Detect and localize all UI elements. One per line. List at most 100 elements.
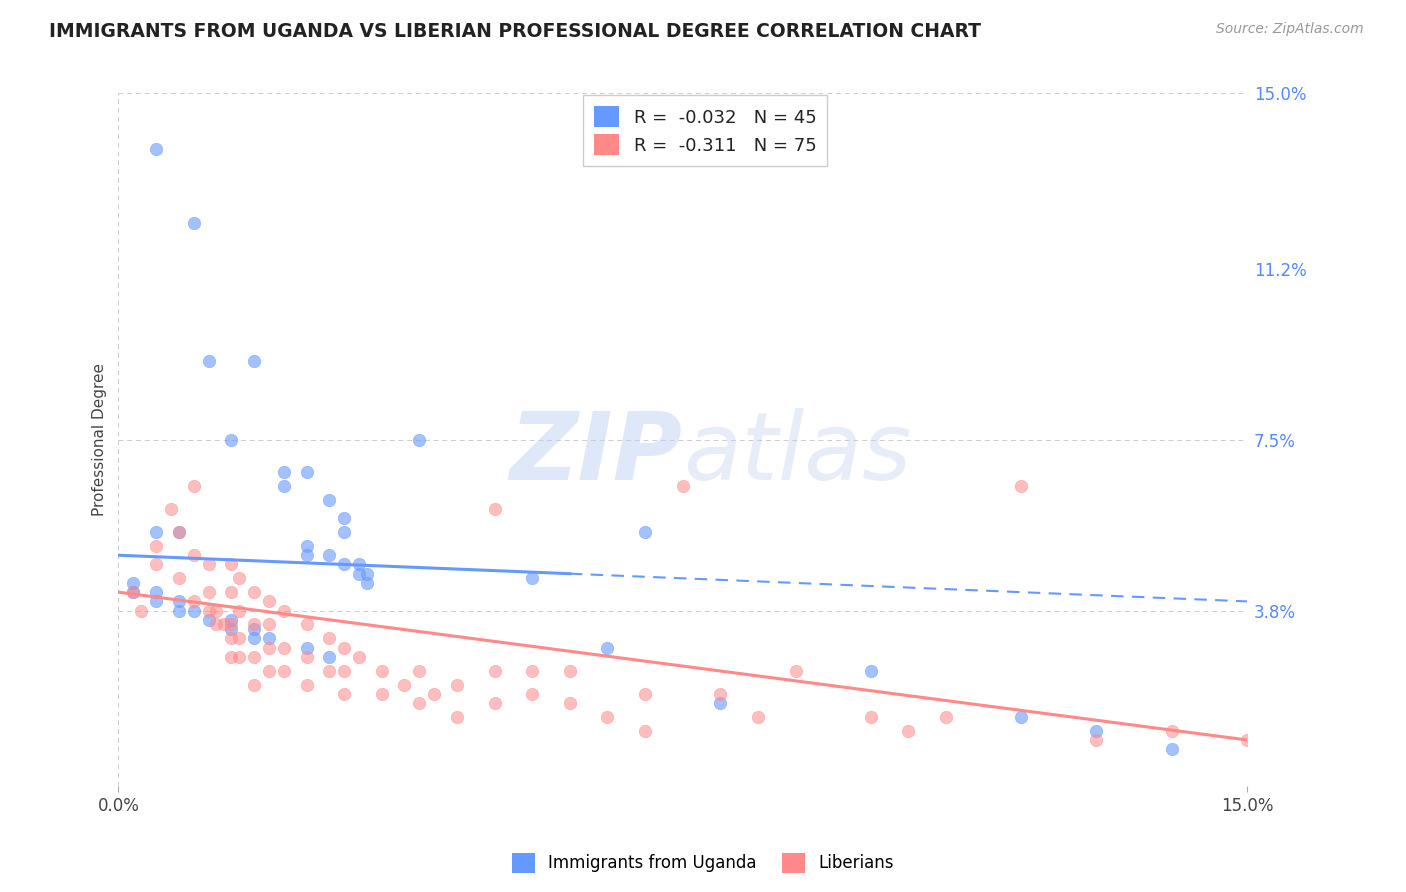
Point <box>318 492 340 507</box>
Point <box>122 576 145 591</box>
Point <box>257 664 280 678</box>
Point <box>446 710 468 724</box>
Point <box>167 594 190 608</box>
Point <box>167 571 190 585</box>
Point <box>295 465 318 479</box>
Point <box>333 558 356 572</box>
Point <box>183 216 205 230</box>
Point <box>243 622 266 636</box>
Point <box>129 604 152 618</box>
Point <box>145 142 167 156</box>
Point <box>243 632 266 646</box>
Point <box>160 502 183 516</box>
Point <box>183 594 205 608</box>
Point <box>243 677 266 691</box>
Point <box>318 632 340 646</box>
Text: Source: ZipAtlas.com: Source: ZipAtlas.com <box>1216 22 1364 37</box>
Point <box>183 604 205 618</box>
Point <box>243 354 266 368</box>
Point <box>1160 723 1182 738</box>
Point <box>145 558 167 572</box>
Text: atlas: atlas <box>683 409 911 500</box>
Point <box>295 677 318 691</box>
Point <box>145 525 167 540</box>
Point <box>356 566 378 581</box>
Point <box>333 664 356 678</box>
Point <box>347 649 370 664</box>
Point <box>446 677 468 691</box>
Point <box>558 696 581 710</box>
Point <box>318 664 340 678</box>
Point <box>197 613 219 627</box>
Point <box>318 548 340 562</box>
Point <box>221 649 243 664</box>
Point <box>408 433 430 447</box>
Point <box>205 604 228 618</box>
Point <box>228 632 250 646</box>
Point <box>333 525 356 540</box>
Point <box>423 687 446 701</box>
Point <box>257 617 280 632</box>
Point <box>295 539 318 553</box>
Point <box>1010 479 1032 493</box>
Point <box>295 649 318 664</box>
Point <box>221 433 243 447</box>
Point <box>356 576 378 591</box>
Point <box>1085 733 1108 747</box>
Point <box>197 604 219 618</box>
Point <box>484 502 506 516</box>
Point <box>228 649 250 664</box>
Point <box>1236 733 1258 747</box>
Point <box>634 723 657 738</box>
Point <box>558 664 581 678</box>
Point <box>243 617 266 632</box>
Point <box>522 571 544 585</box>
Point <box>257 632 280 646</box>
Point <box>167 525 190 540</box>
Point <box>484 696 506 710</box>
Y-axis label: Professional Degree: Professional Degree <box>93 363 107 516</box>
Point <box>596 640 619 655</box>
Point <box>596 710 619 724</box>
Point <box>484 664 506 678</box>
Point <box>785 664 807 678</box>
Point <box>333 687 356 701</box>
Point <box>634 687 657 701</box>
Point <box>318 649 340 664</box>
Point <box>295 617 318 632</box>
Point <box>295 548 318 562</box>
Point <box>273 664 295 678</box>
Point <box>273 465 295 479</box>
Point <box>408 696 430 710</box>
Point <box>197 558 219 572</box>
Point <box>1085 723 1108 738</box>
Point <box>228 571 250 585</box>
Legend: R =  -0.032   N = 45, R =  -0.311   N = 75: R = -0.032 N = 45, R = -0.311 N = 75 <box>583 95 827 166</box>
Point <box>371 687 394 701</box>
Point <box>273 604 295 618</box>
Point <box>1160 742 1182 756</box>
Point <box>145 539 167 553</box>
Point <box>672 479 695 493</box>
Point <box>183 548 205 562</box>
Point <box>935 710 957 724</box>
Point <box>221 585 243 599</box>
Point <box>221 617 243 632</box>
Point <box>122 585 145 599</box>
Point <box>897 723 920 738</box>
Point <box>859 664 882 678</box>
Point <box>228 604 250 618</box>
Point <box>273 640 295 655</box>
Point <box>221 613 243 627</box>
Point <box>257 640 280 655</box>
Point <box>347 558 370 572</box>
Point <box>859 710 882 724</box>
Text: IMMIGRANTS FROM UGANDA VS LIBERIAN PROFESSIONAL DEGREE CORRELATION CHART: IMMIGRANTS FROM UGANDA VS LIBERIAN PROFE… <box>49 22 981 41</box>
Point <box>197 585 219 599</box>
Text: ZIP: ZIP <box>510 408 683 500</box>
Point <box>1010 710 1032 724</box>
Point <box>333 511 356 525</box>
Point <box>167 604 190 618</box>
Point <box>522 664 544 678</box>
Point <box>243 649 266 664</box>
